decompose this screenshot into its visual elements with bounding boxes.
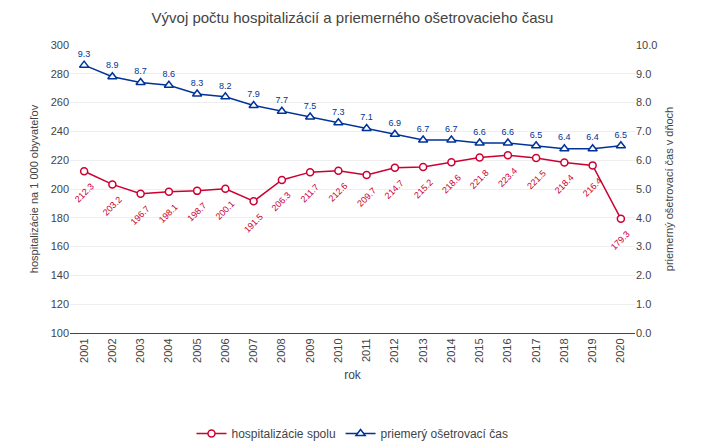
svg-text:9.3: 9.3 <box>78 49 91 59</box>
svg-text:2012: 2012 <box>388 338 400 362</box>
svg-text:280: 280 <box>51 68 69 80</box>
svg-text:6.4: 6.4 <box>558 132 571 142</box>
svg-text:2001: 2001 <box>78 338 90 362</box>
svg-text:6.0: 6.0 <box>636 154 651 166</box>
svg-text:7.1: 7.1 <box>360 112 373 122</box>
svg-text:7.7: 7.7 <box>276 95 289 105</box>
svg-text:2008: 2008 <box>275 338 287 362</box>
svg-text:198.7: 198.7 <box>185 201 208 224</box>
svg-text:8.2: 8.2 <box>219 81 232 91</box>
svg-text:6.6: 6.6 <box>502 127 515 137</box>
svg-text:2016: 2016 <box>501 338 513 362</box>
svg-text:215.2: 215.2 <box>412 177 435 200</box>
svg-text:221.5: 221.5 <box>525 168 548 191</box>
svg-text:2018: 2018 <box>558 338 570 362</box>
svg-text:100: 100 <box>51 327 69 339</box>
svg-text:179.3: 179.3 <box>609 229 632 252</box>
svg-text:3.0: 3.0 <box>636 240 651 252</box>
svg-text:214.7: 214.7 <box>383 178 406 201</box>
svg-text:6.5: 6.5 <box>530 130 543 140</box>
svg-text:6.7: 6.7 <box>445 124 458 134</box>
svg-text:223.4: 223.4 <box>496 166 519 189</box>
svg-text:10.0: 10.0 <box>636 39 657 51</box>
svg-text:2010: 2010 <box>332 338 344 362</box>
svg-text:6.6: 6.6 <box>473 127 486 137</box>
svg-text:218.4: 218.4 <box>553 173 576 196</box>
svg-text:2003: 2003 <box>134 338 146 362</box>
svg-text:6.4: 6.4 <box>586 132 599 142</box>
svg-text:9.0: 9.0 <box>636 68 651 80</box>
svg-text:2017: 2017 <box>530 338 542 362</box>
svg-text:2020: 2020 <box>614 338 626 362</box>
svg-text:6.5: 6.5 <box>615 130 628 140</box>
svg-text:200: 200 <box>51 183 69 195</box>
svg-text:209.7: 209.7 <box>355 186 378 209</box>
svg-text:2013: 2013 <box>417 338 429 362</box>
svg-text:priemerý ošetrovací čas: priemerý ošetrovací čas <box>381 427 508 441</box>
svg-text:140: 140 <box>51 269 69 281</box>
svg-text:160: 160 <box>51 240 69 252</box>
svg-text:5.0: 5.0 <box>636 183 651 195</box>
svg-text:2002: 2002 <box>106 338 118 362</box>
svg-text:240: 240 <box>51 125 69 137</box>
svg-text:2007: 2007 <box>247 338 259 362</box>
svg-text:8.7: 8.7 <box>134 66 147 76</box>
svg-text:300: 300 <box>51 39 69 51</box>
svg-text:211.7: 211.7 <box>299 182 322 205</box>
svg-text:7.9: 7.9 <box>247 89 260 99</box>
svg-text:260: 260 <box>51 96 69 108</box>
svg-text:8.9: 8.9 <box>106 60 119 70</box>
svg-text:221.8: 221.8 <box>468 168 491 191</box>
svg-text:196.7: 196.7 <box>129 204 152 227</box>
svg-text:2.0: 2.0 <box>636 269 651 281</box>
svg-text:212.6: 212.6 <box>327 181 350 204</box>
svg-text:206.3: 206.3 <box>270 190 293 213</box>
svg-text:2015: 2015 <box>473 338 485 362</box>
svg-text:212.3: 212.3 <box>73 181 96 204</box>
svg-text:4.0: 4.0 <box>636 212 651 224</box>
svg-text:6.7: 6.7 <box>417 124 430 134</box>
svg-text:2005: 2005 <box>191 338 203 362</box>
svg-text:2014: 2014 <box>445 338 457 362</box>
svg-text:220: 220 <box>51 154 69 166</box>
svg-text:7.0: 7.0 <box>636 125 651 137</box>
svg-text:1.0: 1.0 <box>636 298 651 310</box>
svg-text:2011: 2011 <box>360 338 372 362</box>
svg-text:216.4: 216.4 <box>581 176 604 199</box>
svg-text:2009: 2009 <box>304 338 316 362</box>
svg-text:hospitalizácie na 1 000 obyvat: hospitalizácie na 1 000 obyvateľov <box>28 104 40 273</box>
svg-text:Vývoj počtu hospitalizácií a p: Vývoj počtu hospitalizácií a priemerného… <box>152 9 554 26</box>
svg-text:8.0: 8.0 <box>636 96 651 108</box>
svg-text:198.1: 198.1 <box>157 202 180 225</box>
svg-text:6.9: 6.9 <box>389 118 402 128</box>
svg-text:191.5: 191.5 <box>242 212 265 235</box>
svg-text:203.2: 203.2 <box>101 195 124 218</box>
svg-text:8.6: 8.6 <box>163 69 176 79</box>
svg-text:2004: 2004 <box>162 338 174 362</box>
svg-text:priemerný ošetrovací čas v dňo: priemerný ošetrovací čas v dňoch <box>663 107 675 271</box>
svg-text:218.6: 218.6 <box>440 172 463 195</box>
svg-text:8.3: 8.3 <box>191 78 204 88</box>
svg-text:200.1: 200.1 <box>214 199 237 222</box>
svg-text:7.3: 7.3 <box>332 107 345 117</box>
svg-text:2019: 2019 <box>586 338 598 362</box>
svg-text:2006: 2006 <box>219 338 231 362</box>
svg-text:7.5: 7.5 <box>304 101 317 111</box>
svg-text:180: 180 <box>51 212 69 224</box>
svg-text:120: 120 <box>51 298 69 310</box>
svg-text:0.0: 0.0 <box>636 327 651 339</box>
svg-text:rok: rok <box>344 368 362 382</box>
svg-text:hospitalizácie spolu: hospitalizácie spolu <box>232 427 336 441</box>
